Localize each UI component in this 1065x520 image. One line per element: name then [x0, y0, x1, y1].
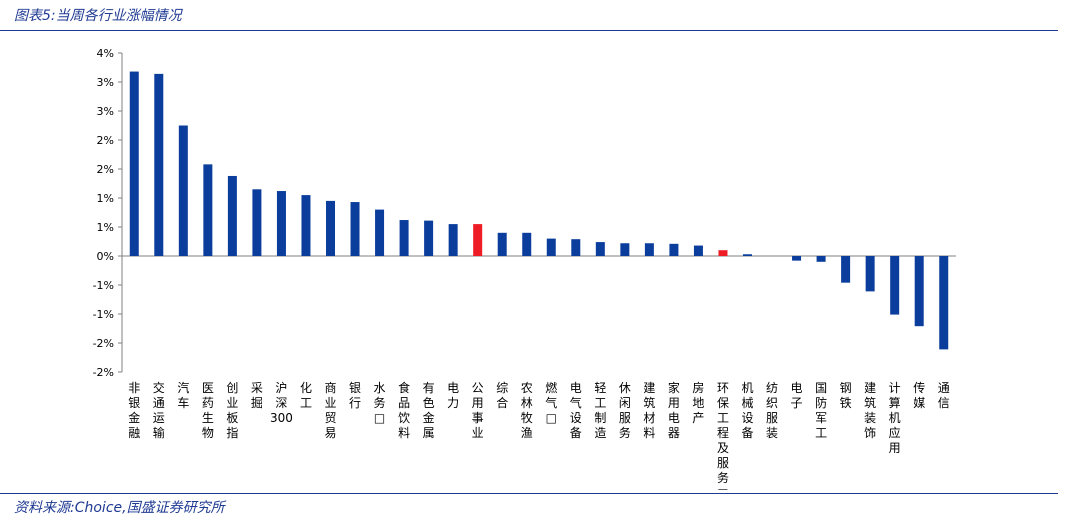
x-category-label: 国防军工 [815, 381, 827, 440]
y-tick-label: 2% [97, 134, 114, 147]
bar [644, 243, 654, 256]
x-category-label: 有色金属 [423, 381, 435, 440]
x-category-label: 电力 [447, 381, 459, 410]
bar [816, 256, 826, 262]
y-tick-label: 4% [97, 47, 114, 60]
x-category-label: 家用电器 [668, 380, 680, 440]
bar [129, 71, 139, 256]
x-category-label: 采掘 [251, 381, 263, 410]
y-tick-label: 2% [97, 163, 114, 176]
bar [620, 243, 630, 256]
bar [497, 232, 507, 256]
x-category-label: 水务□ [374, 381, 386, 425]
bar [350, 202, 360, 256]
x-category-label: 燃气□ [545, 380, 557, 425]
x-category-label: 公用事业 [472, 381, 484, 440]
x-category-label: 综合 [496, 381, 508, 410]
bottom-rule [0, 493, 1058, 494]
bar [424, 220, 434, 256]
x-category-label: 纺织服装 [766, 381, 778, 440]
x-category-label: 食品饮料 [398, 380, 410, 440]
bar [890, 256, 900, 315]
bar-chart: 4% 3% 3% 2% 2% 1% 1% 0% -1% -1% -2% -2% 非银金融 交通运输汽车医… [93, 47, 956, 490]
y-tick-label: 3% [97, 76, 114, 89]
x-category-label: 环保工程及服务□ [717, 381, 729, 490]
bar [693, 245, 703, 256]
bar [792, 256, 802, 261]
bar [178, 125, 188, 256]
bar [375, 209, 385, 256]
x-category-label: 休闲服务 [619, 381, 631, 440]
bar [448, 224, 458, 256]
x-category-label: 钢铁 [840, 381, 852, 410]
x-category-label: 交通运输 [153, 380, 165, 440]
x-category-label: 房地产 [692, 380, 704, 425]
y-tick-label: 0% [97, 250, 114, 263]
x-category-label: 农林牧渔 [521, 381, 533, 440]
x-category-label: 计算机应用 [889, 381, 901, 455]
x-category-label: 银行 [349, 381, 361, 410]
x-category-label: 电子 [791, 381, 803, 410]
y-tick-label: -1% [93, 308, 114, 321]
bar [227, 175, 237, 256]
bar [718, 250, 728, 256]
x-category-label: 轻工制造 [594, 381, 606, 440]
x-category-label: 建筑装饰 [864, 381, 876, 440]
bar [914, 256, 924, 327]
bar [276, 191, 286, 256]
bar [203, 164, 213, 256]
y-tick-label: 1% [97, 221, 114, 234]
bars [129, 71, 949, 350]
top-rule [0, 30, 1058, 31]
y-tick-label: -2% [93, 337, 114, 350]
x-category-label: 机械设备 [741, 381, 753, 440]
bar [473, 224, 483, 256]
bar [399, 220, 409, 256]
y-tick-label: -1% [93, 279, 114, 292]
x-category-label: 医药生物 [202, 381, 214, 440]
x-category-label: 电气设备 [570, 381, 582, 440]
bar [595, 242, 605, 256]
y-tick-label: 3% [97, 105, 114, 118]
bar [522, 232, 532, 256]
y-axis: 4% 3% 3% 2% 2% 1% 1% 0% -1% -1% -2% -2% [93, 47, 956, 379]
bar [154, 73, 164, 256]
bar [326, 200, 335, 256]
y-tick-label: 1% [97, 192, 114, 205]
figure-title: 图表5:当周各行业涨幅情况 [14, 8, 182, 24]
bar [546, 238, 556, 256]
bar [841, 256, 851, 283]
bar [571, 239, 581, 256]
bar [252, 189, 262, 256]
x-category-label: 传媒 [913, 380, 925, 410]
x-category-label: 通信 [938, 381, 950, 410]
x-category-label: 非银金融 [128, 381, 140, 440]
x-category-label: 化工 [300, 381, 312, 410]
x-category-label: 沪深 300 [270, 381, 293, 425]
bar [939, 256, 949, 350]
x-category-label: 商业贸易 [324, 380, 336, 440]
x-category-label: 创业板指 [226, 381, 238, 440]
y-tick-label: -2% [93, 366, 114, 379]
x-category-label: 建筑材料 [643, 381, 655, 440]
x-category-label: 汽车 [177, 380, 189, 410]
bar [301, 195, 311, 256]
bar [865, 256, 875, 292]
bar [669, 243, 679, 256]
bar [743, 254, 752, 256]
source-note: 资料来源:Choice,国盛证券研究所 [14, 500, 225, 516]
